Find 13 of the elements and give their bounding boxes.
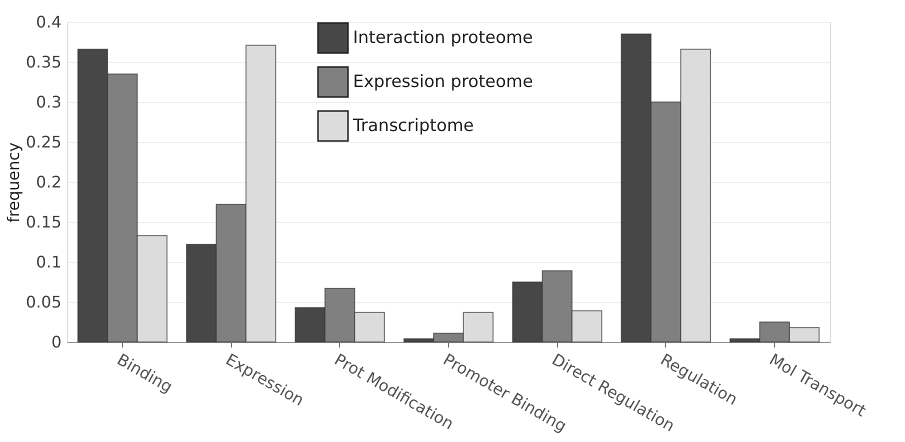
y-tick-label: 0.3	[36, 92, 62, 112]
legend-label: Expression proteome	[353, 72, 534, 92]
y-tick-label: 0.35	[26, 52, 62, 72]
y-tick-label: 0.05	[26, 292, 62, 312]
y-tick-label: 0	[51, 332, 62, 352]
y-tick-label: 0.25	[26, 132, 62, 152]
y-tick-label: 0.15	[26, 212, 62, 232]
legend-label: Transcriptome	[352, 116, 474, 136]
y-tick-label: 0.1	[36, 252, 62, 272]
legend-label: Interaction proteome	[353, 28, 533, 48]
y-tick-label: 0.4	[36, 12, 62, 32]
y-tick-label: 0.2	[36, 172, 62, 192]
y-axis-title: frequency	[4, 142, 23, 223]
